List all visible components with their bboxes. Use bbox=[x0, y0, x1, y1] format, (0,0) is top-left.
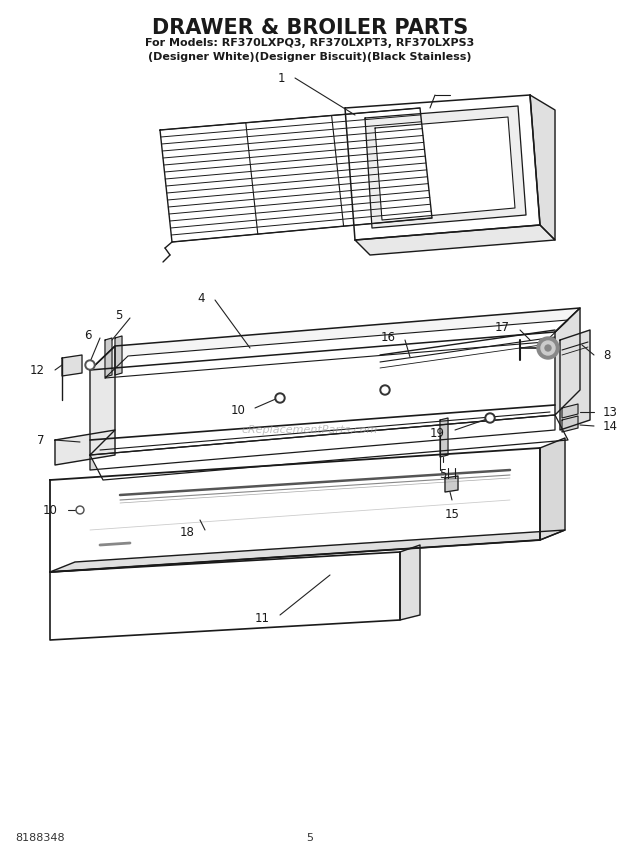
Polygon shape bbox=[560, 330, 590, 430]
Polygon shape bbox=[400, 545, 420, 620]
Text: DRAWER & BROILER PARTS: DRAWER & BROILER PARTS bbox=[152, 18, 468, 38]
Text: 5: 5 bbox=[115, 308, 123, 322]
Text: 13: 13 bbox=[603, 406, 618, 419]
Polygon shape bbox=[115, 336, 122, 375]
Text: 5: 5 bbox=[440, 468, 446, 481]
Circle shape bbox=[487, 415, 493, 421]
Polygon shape bbox=[530, 95, 555, 240]
Polygon shape bbox=[445, 476, 458, 492]
Circle shape bbox=[485, 413, 495, 423]
Polygon shape bbox=[90, 415, 555, 470]
Text: 10: 10 bbox=[43, 503, 58, 516]
Polygon shape bbox=[105, 338, 112, 377]
Polygon shape bbox=[62, 355, 82, 376]
Polygon shape bbox=[562, 404, 578, 418]
Circle shape bbox=[275, 393, 285, 403]
Circle shape bbox=[277, 395, 283, 401]
Circle shape bbox=[85, 360, 95, 370]
Text: For Models: RF370LXPQ3, RF370LXPT3, RF370LXPS3: For Models: RF370LXPQ3, RF370LXPT3, RF37… bbox=[145, 38, 475, 48]
Circle shape bbox=[78, 508, 82, 513]
Text: 5: 5 bbox=[306, 833, 314, 843]
Text: (Designer White)(Designer Biscuit)(Black Stainless): (Designer White)(Designer Biscuit)(Black… bbox=[148, 52, 472, 62]
Circle shape bbox=[545, 345, 551, 351]
Polygon shape bbox=[345, 95, 540, 240]
Polygon shape bbox=[562, 416, 578, 432]
Text: 17: 17 bbox=[495, 320, 510, 334]
Text: 11: 11 bbox=[255, 611, 270, 625]
Text: 15: 15 bbox=[445, 508, 459, 521]
Polygon shape bbox=[540, 438, 565, 540]
Circle shape bbox=[537, 337, 559, 359]
Polygon shape bbox=[440, 418, 448, 457]
Circle shape bbox=[541, 341, 555, 355]
Text: 19: 19 bbox=[430, 426, 445, 439]
Text: 6: 6 bbox=[84, 329, 92, 342]
Text: 10: 10 bbox=[231, 403, 246, 417]
Polygon shape bbox=[90, 415, 568, 480]
Polygon shape bbox=[105, 320, 568, 378]
Polygon shape bbox=[90, 346, 115, 455]
Circle shape bbox=[76, 506, 84, 514]
Text: 14: 14 bbox=[603, 419, 618, 432]
Text: 18: 18 bbox=[180, 526, 195, 539]
Text: 12: 12 bbox=[30, 364, 45, 377]
Polygon shape bbox=[50, 530, 565, 572]
Polygon shape bbox=[160, 108, 432, 242]
Polygon shape bbox=[555, 308, 580, 415]
Polygon shape bbox=[90, 308, 580, 370]
Text: 8: 8 bbox=[603, 348, 610, 361]
Polygon shape bbox=[365, 106, 526, 228]
Polygon shape bbox=[375, 117, 515, 220]
Polygon shape bbox=[50, 448, 540, 572]
Text: 1: 1 bbox=[278, 72, 285, 85]
Text: 7: 7 bbox=[37, 433, 45, 447]
Text: 4: 4 bbox=[198, 292, 205, 305]
Polygon shape bbox=[50, 552, 400, 640]
Text: 16: 16 bbox=[381, 330, 396, 343]
Polygon shape bbox=[355, 225, 555, 255]
Polygon shape bbox=[55, 430, 115, 465]
Circle shape bbox=[87, 362, 93, 368]
Circle shape bbox=[380, 385, 390, 395]
Text: 8188348: 8188348 bbox=[15, 833, 64, 843]
Circle shape bbox=[382, 387, 388, 393]
Text: eReplacementParts.com: eReplacementParts.com bbox=[242, 425, 378, 435]
